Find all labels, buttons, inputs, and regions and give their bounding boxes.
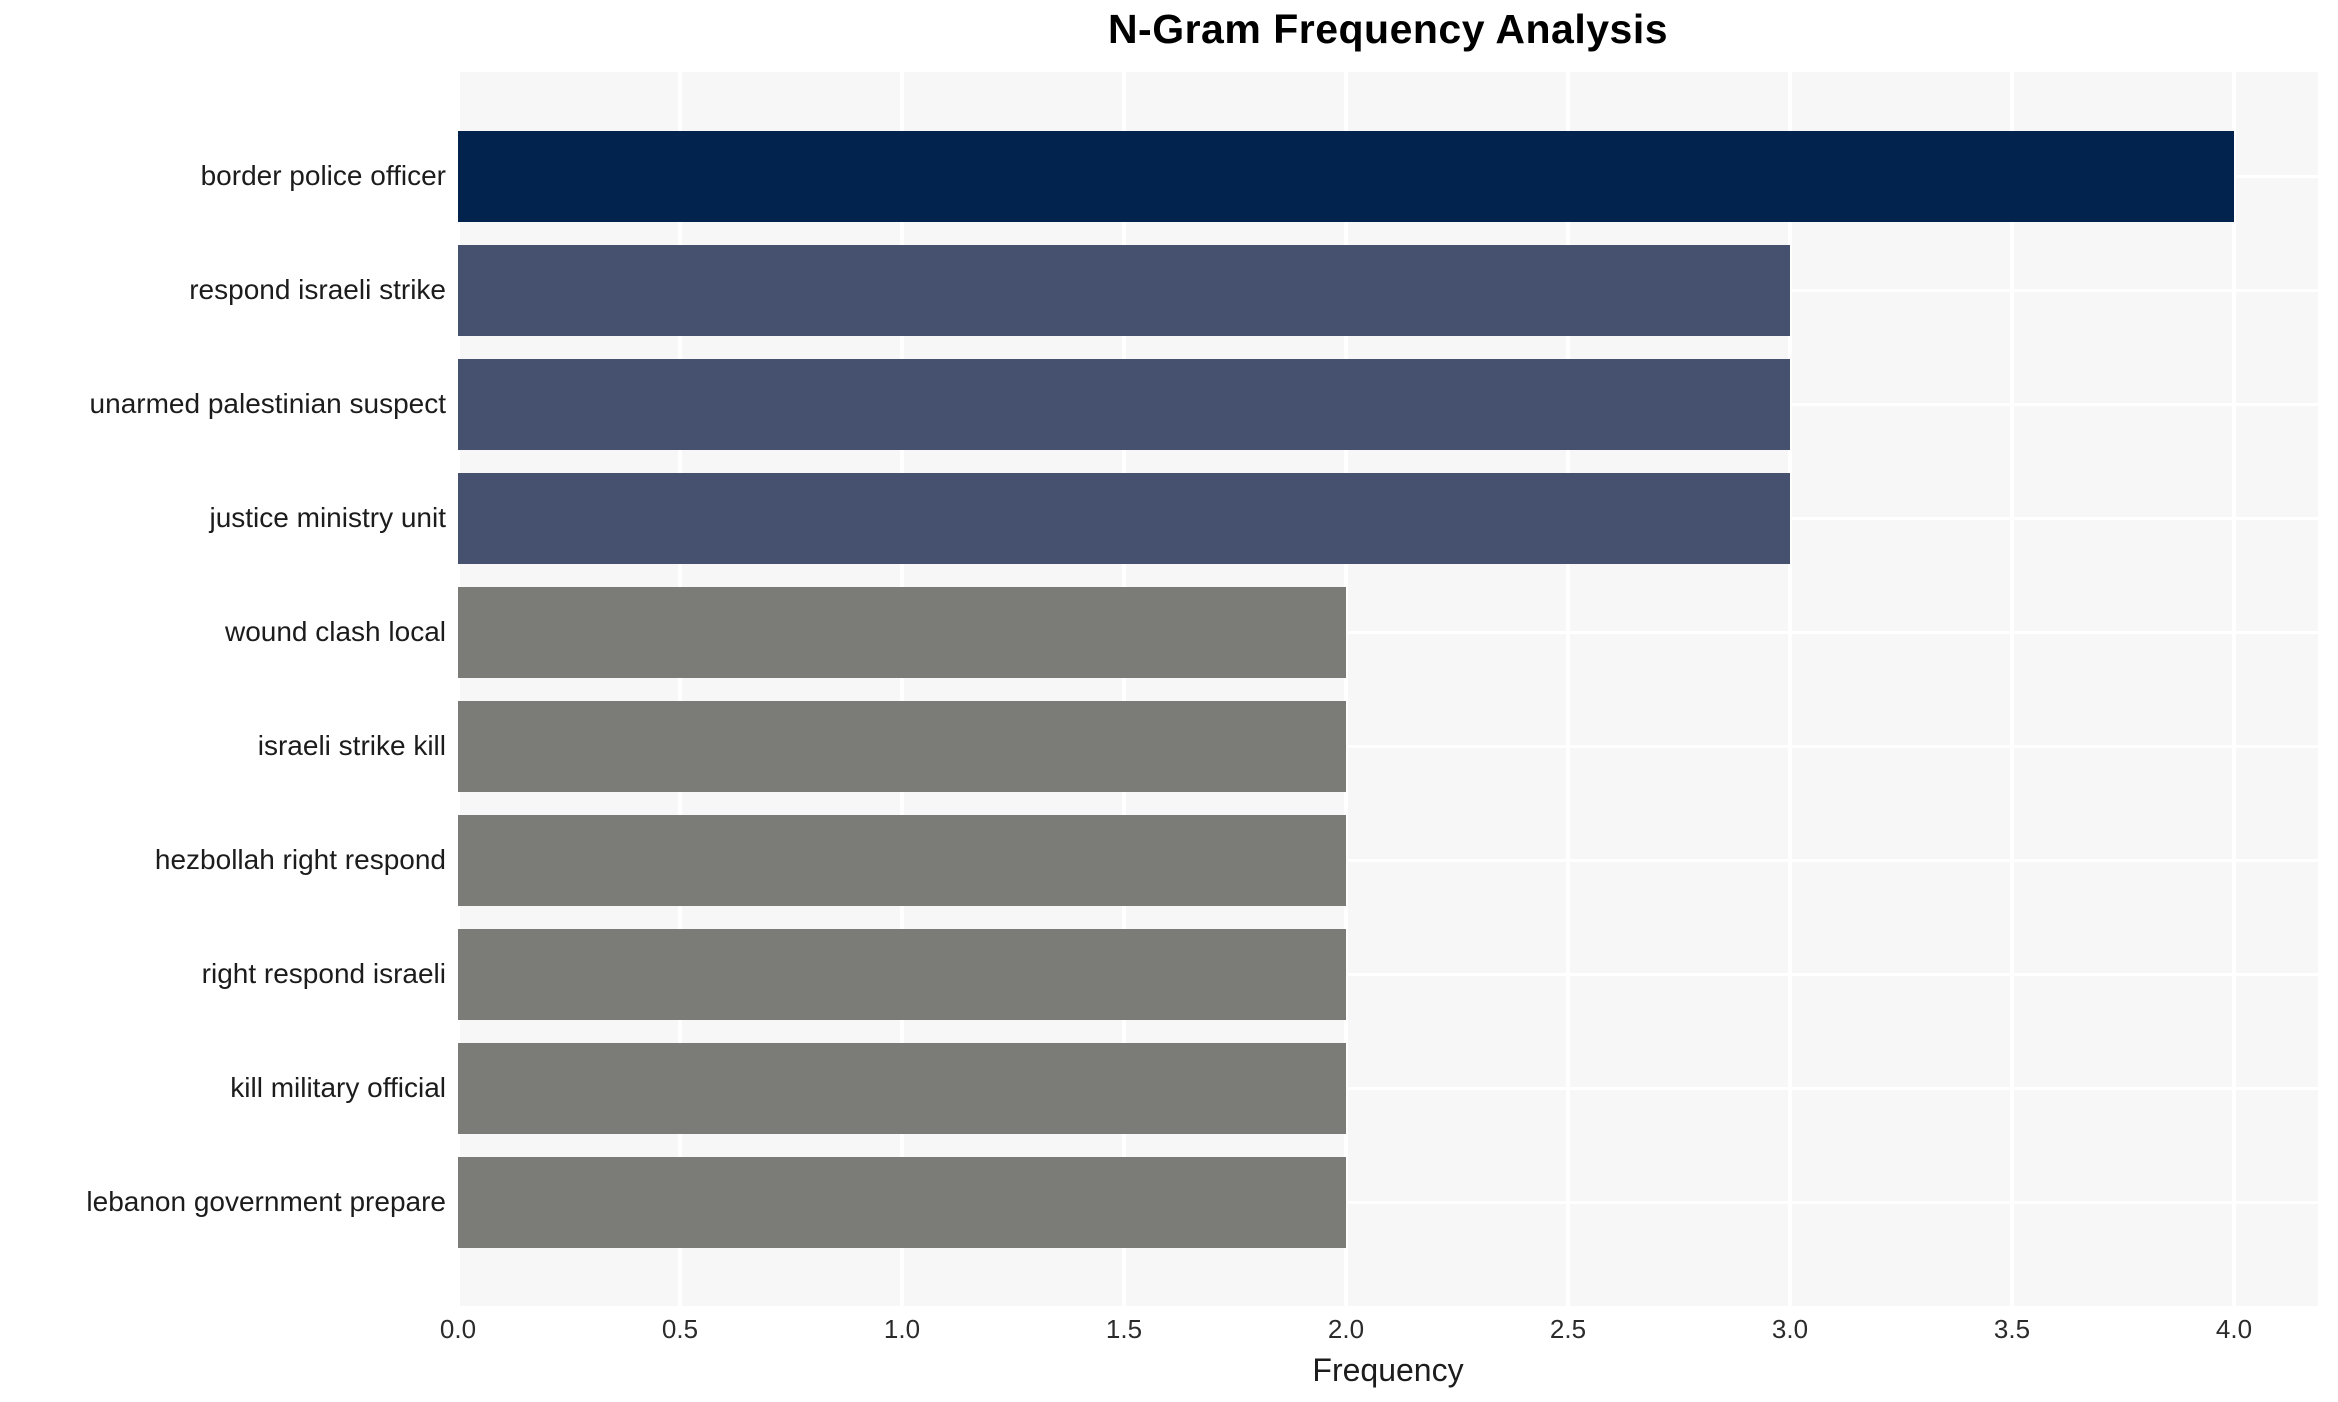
x-tick-label: 2.0 [1327,1314,1365,1344]
y-gridline [458,1201,2318,1204]
bar [458,245,1790,336]
x-tick-label: 2.5 [1549,1314,1587,1344]
bar [458,929,1346,1020]
x-gridline [1344,72,1348,1306]
y-tick-label: israeli strike kill [257,730,446,761]
x-axis-title: Frequency [1312,1352,1464,1388]
y-tick-label: kill military official [230,1072,446,1103]
x-gridline [1122,72,1126,1306]
x-gridline [2232,72,2236,1306]
y-tick-label: respond israeli strike [189,274,446,305]
bar [458,473,1790,564]
bar [458,131,2234,222]
x-tick-label: 1.0 [883,1314,921,1344]
y-tick-label: hezbollah right respond [154,844,446,875]
x-gridline [1566,72,1570,1306]
x-tick-label: 3.5 [1993,1314,2031,1344]
y-gridline [458,631,2318,634]
bar [458,359,1790,450]
bar [458,587,1346,678]
x-tick-label: 0.5 [661,1314,699,1344]
x-gridline [456,72,460,1306]
chart-title: N-Gram Frequency Analysis [1107,6,1669,52]
y-gridline [458,973,2318,976]
y-tick-label: right respond israeli [201,958,446,989]
x-tick-label: 4.0 [2215,1314,2253,1344]
x-gridline [2010,72,2014,1306]
x-tick-label: 3.0 [1771,1314,1809,1344]
bar [458,1043,1346,1134]
y-tick-label: justice ministry unit [209,502,446,533]
x-gridline [678,72,682,1306]
y-gridline [458,1087,2318,1090]
x-tick-label: 1.5 [1105,1314,1143,1344]
x-gridline [1788,72,1792,1306]
x-gridline [900,72,904,1306]
y-tick-label: wound clash local [224,616,446,647]
x-tick-label: 0.0 [439,1314,477,1344]
plot-area [456,72,2318,1306]
bar [458,701,1346,792]
y-gridline [458,745,2318,748]
bar [458,815,1346,906]
y-gridline [458,859,2318,862]
y-tick-label: unarmed palestinian suspect [89,388,446,419]
bar [458,1157,1346,1248]
y-tick-label: border police officer [200,160,446,191]
y-tick-label: lebanon government prepare [86,1186,446,1217]
